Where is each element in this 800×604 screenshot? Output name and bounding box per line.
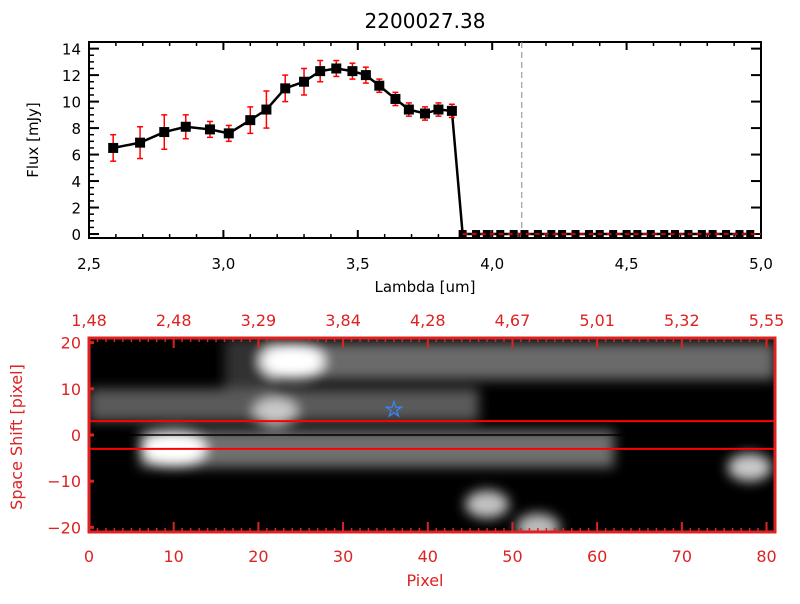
x-tick-label: 3,5 [346, 255, 370, 273]
y-tick-label: 14 [62, 41, 81, 59]
x-tick-label: 40 [418, 547, 438, 566]
data-point [245, 115, 256, 126]
x-tick-label: 2,5 [77, 255, 101, 273]
x-tick-label: 10 [164, 547, 184, 566]
x-tick-label: 3,0 [211, 255, 235, 273]
data-point [315, 66, 326, 77]
data-point [261, 104, 272, 115]
y-axis-label: Flux [mJy] [24, 102, 42, 178]
x-tick-label: 20 [248, 547, 268, 566]
y-tick-label: 4 [71, 173, 81, 191]
y-tick-label: 8 [71, 120, 81, 138]
zero-point [520, 230, 529, 239]
data-point [135, 137, 146, 148]
data-point [360, 70, 371, 81]
heatmap-blob [515, 513, 560, 532]
heatmap-blob [253, 397, 298, 426]
top-tick-label: 1,48 [71, 311, 107, 330]
data-point [347, 66, 358, 77]
y-tick-label: 0 [71, 426, 81, 445]
data-point [390, 93, 401, 104]
top-tick-label: 3,29 [241, 311, 277, 330]
x-tick-label: 50 [502, 547, 522, 566]
data-point [433, 104, 444, 115]
zero-point [609, 230, 618, 239]
y-tick-label: 10 [62, 94, 81, 112]
plot-frame [88, 41, 762, 239]
data-point [159, 127, 170, 138]
data-point [331, 63, 342, 74]
x-tick-label: 0 [84, 547, 94, 566]
x-tick-label: 70 [672, 547, 692, 566]
top-tick-label: 3,84 [325, 311, 361, 330]
top-tick-label: 5,01 [579, 311, 615, 330]
zero-point [509, 230, 518, 239]
star-marker-icon [384, 399, 404, 418]
data-point [446, 105, 457, 116]
y-tick-label: −20 [47, 518, 81, 537]
zero-point [646, 230, 655, 239]
x-axis-label: Lambda [um] [375, 278, 476, 296]
streak-upper [275, 342, 775, 380]
data-point [420, 108, 430, 119]
zero-point [746, 230, 755, 239]
x-tick-label: 4,0 [480, 255, 504, 273]
y-tick-label: 12 [62, 67, 81, 85]
data-point [403, 104, 414, 115]
x-tick-label: 4,5 [615, 255, 639, 273]
zero-point [670, 230, 679, 239]
zero-point [547, 230, 556, 239]
top-tick-label: 5,32 [664, 311, 700, 330]
y-tick-label: −10 [47, 472, 81, 491]
data-point [108, 142, 119, 153]
zero-point [482, 230, 491, 239]
y-tick-label: 2 [71, 200, 81, 218]
x-tick-label: 30 [333, 547, 353, 566]
top-tick-label: 2,48 [156, 311, 192, 330]
y-tick-label: 20 [61, 334, 81, 353]
x-tick-label: 60 [587, 547, 607, 566]
data-point [180, 121, 191, 132]
data-point [223, 128, 234, 139]
data-point [280, 83, 291, 94]
top-tick-label: 5,55 [749, 311, 785, 330]
zero-point [735, 230, 744, 239]
flux-line [112, 67, 751, 236]
zero-point [708, 230, 717, 239]
y-tick-label: 10 [61, 380, 81, 399]
heatmap-blob [260, 343, 325, 380]
heatmap-blob [727, 453, 772, 482]
x-axis-label: Pixel [406, 571, 443, 590]
chart-title: 2200027.38 [365, 9, 486, 33]
x-tick-label: 80 [756, 547, 776, 566]
y-tick-label: 6 [71, 147, 81, 165]
data-point [299, 76, 310, 87]
zero-point [697, 230, 706, 239]
y-tick-label: 0 [71, 226, 81, 244]
y-axis-label: Space Shift [pixel] [7, 364, 26, 510]
top-tick-label: 4,67 [495, 311, 531, 330]
top-tick-label: 4,28 [410, 311, 446, 330]
x-tick-label: 5,0 [749, 255, 773, 273]
data-point [204, 124, 215, 135]
data-point [374, 80, 385, 91]
heatmap-blob [465, 490, 510, 519]
